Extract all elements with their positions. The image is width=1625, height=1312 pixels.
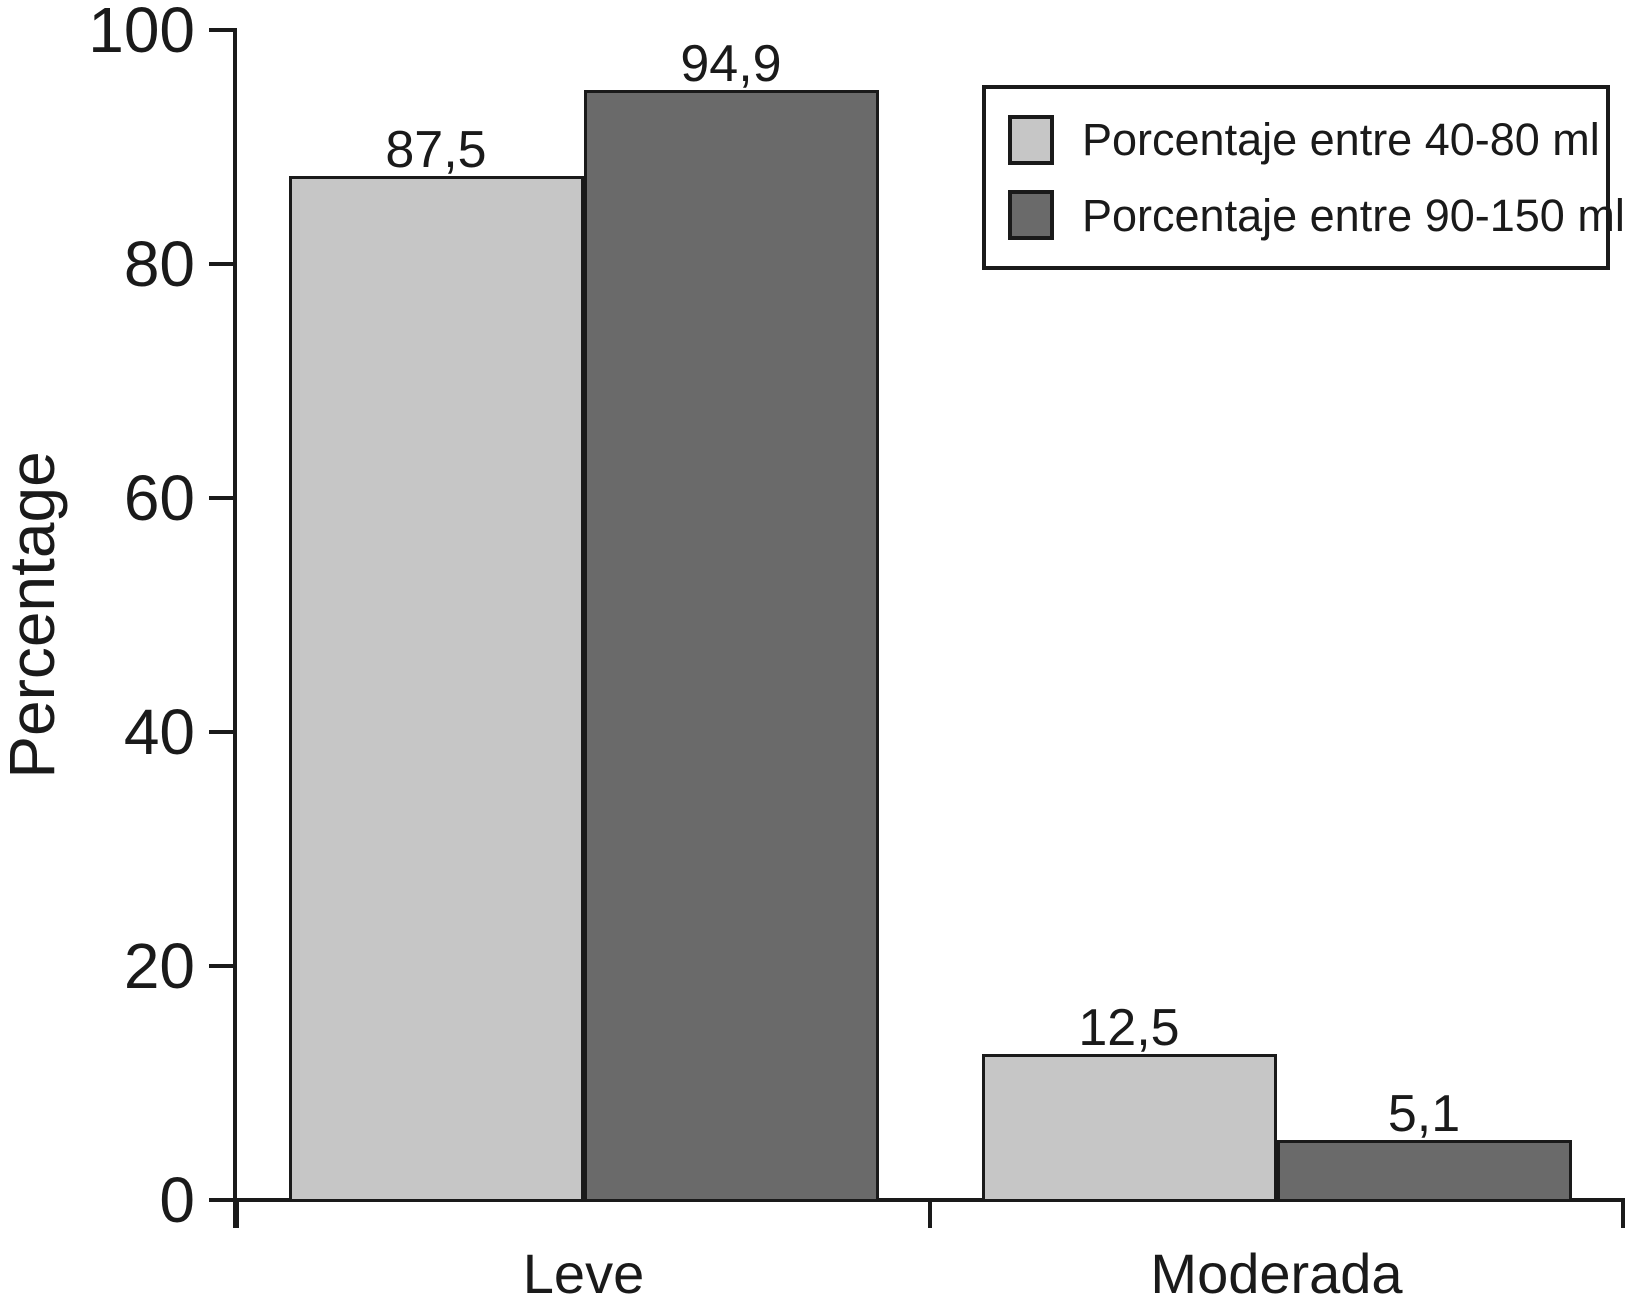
legend-item-1: Porcentaje entre 40-80 ml (1008, 114, 1606, 166)
bar-leve-series-2 (583, 89, 879, 1202)
x-tick-1 (928, 1200, 932, 1228)
legend-swatch-icon (1008, 190, 1054, 241)
y-tick-80 (209, 262, 237, 266)
y-tick-label-60: 60 (123, 462, 195, 534)
legend-item-2: Porcentaje entre 90-150 ml (1008, 190, 1625, 241)
y-axis-title: Percentage (0, 451, 68, 779)
legend-label-2: Porcentaje entre 90-150 ml (1082, 189, 1625, 241)
y-tick-20 (209, 964, 237, 968)
y-tick-40 (209, 730, 237, 734)
bar-leve-series-1 (288, 176, 584, 1202)
y-tick-label-0: 0 (159, 1164, 195, 1236)
y-tick-label-20: 20 (123, 930, 195, 1002)
bar-moderada-series-1 (981, 1053, 1277, 1202)
y-tick-0 (209, 1198, 237, 1202)
y-tick-100 (209, 28, 237, 32)
value-label-leve-series-2: 94,9 (680, 34, 782, 93)
y-tick-60 (209, 496, 237, 500)
x-category-label-leve: Leve (522, 1242, 645, 1305)
legend-swatch-icon (1008, 114, 1054, 165)
value-label-leve-series-1: 87,5 (385, 121, 487, 180)
x-tick-0 (235, 1200, 239, 1228)
value-label-moderada-series-1: 12,5 (1078, 998, 1180, 1057)
legend: Porcentaje entre 40-80 ml Porcentaje entr… (982, 85, 1625, 270)
y-tick-label-80: 80 (123, 228, 195, 300)
x-category-label-moderada: Moderada (1150, 1242, 1403, 1305)
value-label-moderada-series-2: 5,1 (1387, 1085, 1461, 1144)
bar-moderada-series-2 (1276, 1140, 1572, 1202)
x-tick-2 (1621, 1200, 1625, 1228)
legend-label-1: Porcentaje entre 40-80 ml (1082, 114, 1600, 166)
y-tick-label-40: 40 (123, 696, 195, 768)
y-tick-label-100: 100 (88, 0, 195, 66)
y-axis-line (233, 30, 237, 1228)
